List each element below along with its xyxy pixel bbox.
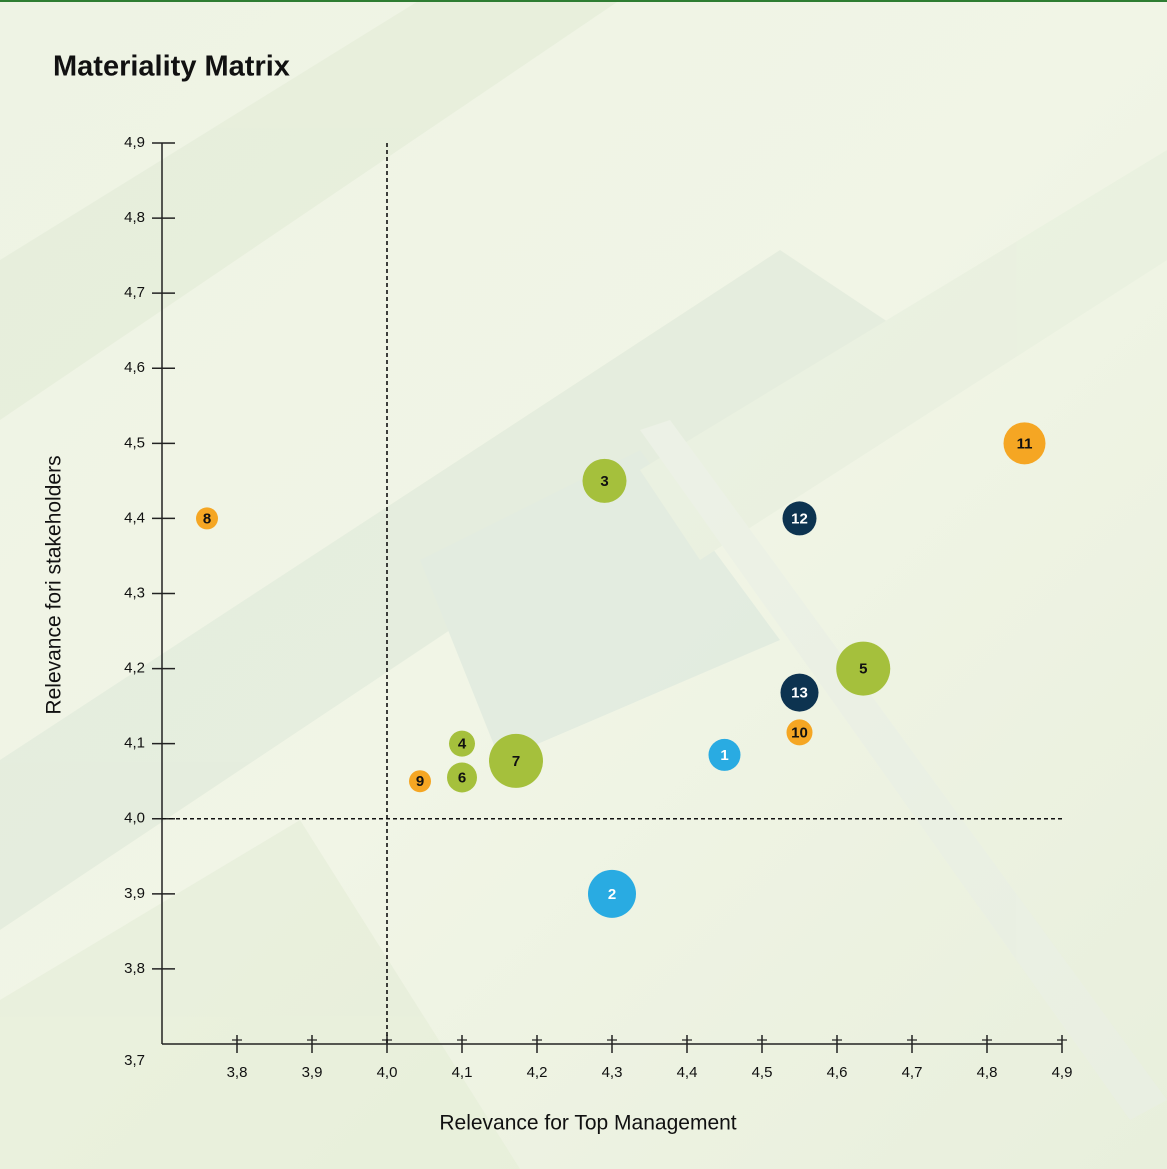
bubble <box>780 673 819 712</box>
bubble-label: 4 <box>458 736 467 753</box>
y-tick-label: 4,2 <box>124 660 145 677</box>
bubble-label: 10 <box>791 724 808 741</box>
y-tick-label: 4,6 <box>124 359 145 376</box>
x-tick-label: 4,0 <box>377 1064 398 1081</box>
y-tick-label: 3,7 <box>124 1052 145 1069</box>
bubble <box>836 641 891 696</box>
x-tick-label: 4,9 <box>1052 1064 1073 1081</box>
x-tick-label: 4,8 <box>977 1064 998 1081</box>
bubble-label: 8 <box>203 510 211 527</box>
y-tick-label: 4,1 <box>124 735 145 752</box>
bubble-label: 1 <box>720 747 728 764</box>
bubble <box>449 730 475 757</box>
bubble <box>786 719 813 746</box>
y-tick-label: 4,4 <box>124 509 145 526</box>
bubble <box>196 507 218 530</box>
bubble-label: 3 <box>600 473 608 490</box>
x-tick-label: 3,9 <box>302 1064 323 1081</box>
y-tick-label: 3,9 <box>124 885 145 902</box>
y-tick-label: 4,0 <box>124 810 145 827</box>
y-tick-label: 3,8 <box>124 960 145 977</box>
bubble-label: 13 <box>791 685 808 702</box>
y-tick-label: 4,3 <box>124 584 145 601</box>
top-border <box>0 0 1167 2</box>
bubble <box>447 762 477 793</box>
x-tick-label: 4,5 <box>752 1064 773 1081</box>
bubble <box>782 501 817 536</box>
x-tick-label: 4,2 <box>527 1064 548 1081</box>
bubble <box>588 869 636 918</box>
bubble-label: 2 <box>608 886 616 903</box>
bubble-label: 7 <box>512 753 520 770</box>
bubble-label: 5 <box>859 661 867 678</box>
x-tick-label: 4,6 <box>827 1064 848 1081</box>
bubble <box>708 738 741 771</box>
bubble <box>409 770 431 793</box>
x-tick-label: 4,3 <box>602 1064 623 1081</box>
bubble-label: 12 <box>791 510 808 527</box>
y-axis-label: Relevance fori stakeholders <box>43 455 66 714</box>
chart-title: Materiality Matrix <box>53 51 290 83</box>
x-axis-label: Relevance for Top Management <box>439 1112 736 1135</box>
x-tick-label: 4,4 <box>677 1064 698 1081</box>
bubble-label: 6 <box>458 769 466 786</box>
x-tick-label: 4,7 <box>902 1064 923 1081</box>
bubble-label: 9 <box>416 773 424 790</box>
y-tick-label: 4,9 <box>124 134 145 151</box>
bubble <box>489 733 543 788</box>
bubble-label: 11 <box>1017 435 1033 452</box>
y-tick-label: 4,5 <box>124 434 145 451</box>
bubble <box>1003 422 1046 465</box>
x-tick-label: 4,1 <box>452 1064 473 1081</box>
bubble <box>582 458 627 503</box>
x-tick-label: 3,8 <box>227 1064 248 1081</box>
y-tick-label: 4,7 <box>124 284 145 301</box>
y-tick-label: 4,8 <box>124 209 145 226</box>
